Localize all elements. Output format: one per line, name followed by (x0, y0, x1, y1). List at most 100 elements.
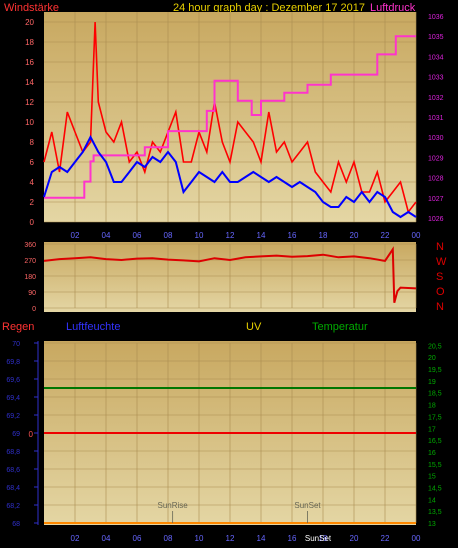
temperature-tick-label: 15,5 (428, 462, 442, 469)
hour-tick-label: 04 (102, 231, 111, 240)
rain-zero-label: 0 (29, 430, 34, 439)
hour-tick-label: 00 (412, 534, 421, 543)
pressure-label: Luftdruck (370, 2, 416, 14)
rain-tick-label: 69,8 (6, 359, 20, 366)
hour-axis-top: 02 04 06 08 10 12 14 16 18 20 22 00 (71, 231, 421, 240)
compass-letter: N (436, 241, 444, 253)
temperature-tick-label: 16,5 (428, 438, 442, 445)
pressure-tick-label: 1035 (428, 34, 444, 41)
wind-average-line (43, 134, 417, 219)
rain-humidity-series (44, 387, 416, 524)
pressure-tick-label: 1031 (428, 115, 444, 122)
compass-letter: O (436, 286, 445, 298)
rain-tick-label: 69,2 (6, 413, 20, 420)
rain-tick-label: 68,4 (6, 485, 20, 492)
sun-annotation-label: SunSet (294, 501, 321, 510)
hour-tick-label: 18 (319, 231, 328, 240)
wind-speed-axis: 0 2 4 6 8 10 12 14 16 18 20 (25, 18, 34, 227)
rain-tick-label: 69,4 (6, 395, 20, 402)
temperature-tick-label: 15 (428, 474, 436, 481)
wind-speed-tick-label: 6 (30, 158, 35, 167)
pressure-line (44, 35, 416, 199)
hour-tick-label: 04 (102, 534, 111, 543)
hour-tick-label: 10 (195, 231, 204, 240)
rain-label: Regen (2, 321, 34, 333)
temperature-tick-label: 14 (428, 497, 436, 504)
hour-tick-label: 18 (319, 534, 328, 543)
wind-speed-tick-label: 14 (25, 78, 34, 87)
hour-tick-label: 06 (133, 534, 142, 543)
hour-tick-label: 12 (226, 534, 235, 543)
hour-tick-label: 22 (381, 231, 390, 240)
sun-annotation-label: SunRise (158, 501, 189, 510)
wind-speed-tick-label: 4 (30, 178, 35, 187)
temperature-tick-label: 18 (428, 403, 436, 410)
rain-tick-label: 69,6 (6, 377, 20, 384)
hour-tick-label: 00 (412, 231, 421, 240)
hour-tick-label: 08 (164, 231, 173, 240)
wind-speed-tick-label: 2 (30, 198, 35, 207)
pressure-tick-label: 1036 (428, 14, 444, 21)
hour-tick-label: 14 (257, 231, 266, 240)
direction-tick-label: 270 (24, 258, 36, 265)
wind-speed-tick-label: 16 (25, 58, 34, 67)
hour-tick-label: 20 (350, 534, 359, 543)
wind-speed-tick-label: 0 (30, 218, 35, 227)
uv-label: UV (246, 321, 262, 333)
temperature-tick-label: 13,5 (428, 509, 442, 516)
direction-tick-label: 360 (24, 242, 36, 249)
temperature-label: Temperatur (312, 321, 368, 333)
hour-tick-label: 14 (257, 534, 266, 543)
wind-speed-tick-label: 8 (30, 138, 35, 147)
temperature-tick-label: 13 (428, 521, 436, 528)
direction-tick-label: 180 (24, 274, 36, 281)
rain-tick-label: 70 (12, 341, 20, 348)
pressure-tick-label: 1026 (428, 216, 444, 223)
temperature-tick-label: 17 (428, 426, 436, 433)
hour-tick-label: 22 (381, 534, 390, 543)
temperature-tick-label: 16 (428, 450, 436, 457)
wind-speed-label: Windstärke (4, 2, 59, 14)
temperature-tick-label: 20 (428, 355, 436, 362)
temperature-tick-label: 17,5 (428, 414, 442, 421)
hour-tick-label: 16 (288, 534, 297, 543)
direction-degree-axis: 0 90 180 270 360 (24, 242, 36, 313)
wind-speed-tick-label: 20 (25, 18, 34, 27)
temperature-tick-label: 19,5 (428, 367, 442, 374)
wind-speed-tick-label: 12 (25, 98, 34, 107)
pressure-tick-label: 1027 (428, 196, 444, 203)
hour-tick-label: 02 (71, 534, 80, 543)
hour-tick-label: 10 (195, 534, 204, 543)
compass-letter: N (436, 301, 444, 313)
rain-tick-label: 69 (12, 431, 20, 438)
hour-tick-label: 20 (350, 231, 359, 240)
wind-direction-grid (44, 243, 417, 309)
humidity-label: Luftfeuchte (66, 321, 120, 333)
temperature-tick-label: 14,5 (428, 485, 442, 492)
wind-direction-line (43, 246, 417, 303)
hour-tick-label: 02 (71, 231, 80, 240)
rain-tick-label: 68,6 (6, 467, 20, 474)
wind-direction-series (43, 246, 417, 303)
hour-axis-bottom: 02 04 06 08 10 12 14 16 18 20 22 00 (71, 534, 421, 543)
sun-annotations: SunRise SunSet (158, 501, 321, 523)
wind-speed-tick-label: 10 (25, 118, 34, 127)
hour-tick-label: 16 (288, 231, 297, 240)
wind-speed-tick-label: 18 (25, 38, 34, 47)
pressure-tick-label: 1033 (428, 75, 444, 82)
temperature-tick-label: 20,5 (428, 343, 442, 350)
wind-gust-line (43, 21, 417, 214)
hour-tick-label: 06 (133, 231, 142, 240)
rain-tick-label: 68,2 (6, 503, 20, 510)
rain-tick-label: 68 (12, 521, 20, 528)
rain-axis: 68 68,2 68,4 68,6 68,8 69 69,2 69,4 69,6 69,8 70 (6, 341, 38, 528)
pressure-tick-label: 1030 (428, 135, 444, 142)
pressure-tick-label: 1034 (428, 54, 444, 61)
chart-title: 24 hour graph day : Dezember 17 2017 (173, 2, 365, 14)
pressure-tick-label: 1028 (428, 176, 444, 183)
direction-tick-label: 0 (32, 306, 36, 313)
compass-letter: S (436, 271, 443, 283)
